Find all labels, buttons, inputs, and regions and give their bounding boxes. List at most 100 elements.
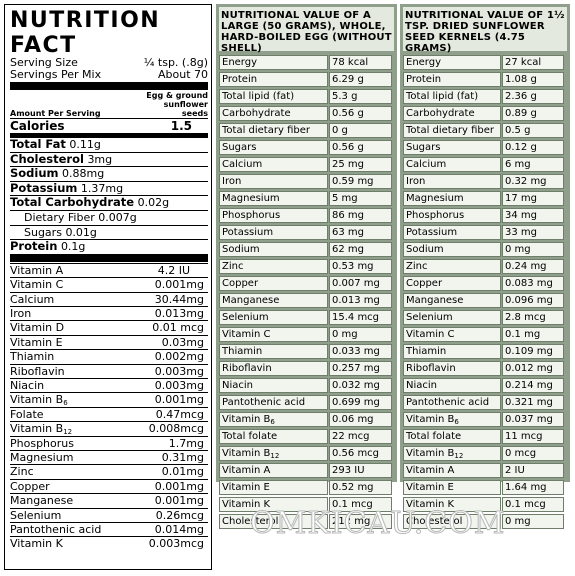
egg-row: Thiamin 0.033 mg [219, 344, 392, 359]
seed-row: Potassium 33 mg [403, 225, 564, 240]
egg-nutrient-name: Zinc [219, 259, 328, 274]
seed-nutrient-name: Vitamin B6 [403, 412, 501, 427]
seed-row: Manganese 0.096 mg [403, 293, 564, 308]
egg-nutrient-value: 0.007 mg [329, 276, 392, 291]
vitamin-row: Vitamin A 4.2 IU [10, 262, 208, 277]
seed-nutrient-value: 0.012 mg [502, 361, 564, 376]
egg-nutrient-label: Total folate [222, 431, 278, 442]
vitamin-row: Copper 0.001mg [10, 478, 208, 493]
egg-nutrient-label: Selenium [222, 312, 269, 323]
egg-nutrient-value: 62 mg [329, 242, 392, 257]
seed-nutrient-value: 0.89 g [502, 106, 564, 121]
egg-row: Carbohydrate 0.56 g [219, 106, 392, 121]
vitamin-name: Calcium [10, 292, 55, 306]
vitamin-name: Thiamin [10, 350, 55, 364]
seed-table-body: Energy 27 kcal Protein 1.08 g Total lipid (f… [403, 55, 564, 529]
vitamin-row: Phosphorus 1.7mg [10, 435, 208, 450]
vitamin-row: Calcium 30.44mg [10, 291, 208, 306]
seed-row: Vitamin B12 0 mcg [403, 446, 564, 461]
egg-nutrient-name: Total dietary fiber [219, 123, 328, 138]
egg-nutrient-label: Total lipid (fat) [222, 91, 295, 102]
egg-nutrient-label: Vitamin B [222, 414, 271, 425]
vitamin-value: 0.013mg [154, 306, 204, 320]
egg-nutrient-value: 6.29 g [329, 72, 392, 87]
nutrient-name: Sugars [24, 225, 62, 239]
seed-nutrient-label: Vitamin B [406, 414, 455, 425]
label-title-line1: NUTRITION [10, 8, 161, 33]
vitamin-row: Vitamin B12 0.008mcg [10, 421, 208, 437]
vitamin-row: Vitamin K 0.003mcg [10, 536, 208, 550]
egg-nutrient-name: Riboflavin [219, 361, 328, 376]
seed-row: Carbohydrate 0.89 g [403, 106, 564, 121]
vitamin-row: Iron 0.013mg [10, 305, 208, 320]
nutrient-value: 0.88mg [62, 167, 105, 181]
egg-nutrient-label: Potassium [222, 227, 274, 238]
egg-nutrient-value: 293 IU [329, 463, 392, 478]
seed-nutrient-name: Vitamin A [403, 463, 501, 478]
seed-nutrient-name: Niacin [403, 378, 501, 393]
egg-nutrient-label: Vitamin C [222, 329, 271, 340]
divider-thick [10, 82, 208, 90]
vitamin-subscript: 12 [63, 428, 73, 437]
vitamin-name-cell: Copper [10, 480, 50, 493]
seed-nutrient-label: Vitamin C [406, 329, 455, 340]
vitamin-value: 0.01mg [161, 465, 204, 479]
vitamin-name: Folate [10, 407, 44, 421]
egg-nutrient-name: Thiamin [219, 344, 328, 359]
seed-nutrient-label: Total lipid (fat) [406, 91, 479, 102]
vitamin-value: 0.001mg [154, 494, 204, 508]
vitamin-name: Iron [10, 306, 32, 320]
nutrient-name: Potassium [10, 180, 78, 195]
egg-row: Magnesium 5 mg [219, 191, 392, 206]
egg-nutrient-value: 15.4 mcg [329, 310, 392, 325]
divider-medium [10, 133, 208, 137]
vitamin-name: Vitamin A [10, 263, 64, 277]
seed-nutrient-name: Total lipid (fat) [403, 89, 501, 104]
seed-nutrient-name: Vitamin K [403, 497, 501, 512]
vitamin-value: 0.003mg [154, 364, 204, 378]
nutrient-value: 1.37mg [80, 181, 124, 195]
seed-nutrient-label: Vitamin K [406, 499, 455, 510]
nutrient-row: Sugars 0.01g [10, 224, 208, 240]
seed-row: Iron 0.32 mg [403, 174, 564, 189]
egg-nutrient-label: Sodium [222, 244, 260, 255]
egg-nutrient-name: Vitamin E [219, 480, 328, 495]
egg-nutrient-name: Niacin [219, 378, 328, 393]
column-header: Egg & ground sunflower seeds [146, 91, 208, 118]
seed-row: Cholesterol 0 mg [403, 514, 564, 529]
seed-row: Phosphorus 34 mg [403, 208, 564, 223]
egg-nutrient-value: 22 mcg [329, 429, 392, 444]
egg-nutrient-value: 5.3 g [329, 89, 392, 104]
egg-row: Calcium 25 mg [219, 157, 392, 172]
seed-nutrient-value: 1.08 g [502, 72, 564, 87]
egg-table-title: NUTRITIONAL VALUE OF A LARGE (50 GRAMS),… [219, 7, 394, 54]
seed-row: Thiamin 0.109 mg [403, 344, 564, 359]
seed-row: Vitamin K 0.1 mcg [403, 497, 564, 512]
seed-nutrient-value: 0.1 mcg [502, 497, 564, 512]
seed-nutrient-value: 2 IU [502, 463, 564, 478]
egg-nutrient-label: Niacin [222, 380, 254, 391]
egg-row: Vitamin E 0.52 mg [219, 480, 392, 495]
vitamin-name-cell: Manganese [10, 494, 73, 507]
egg-row: Iron 0.59 mg [219, 174, 392, 189]
egg-nutrient-name: Sodium [219, 242, 328, 257]
egg-nutrient-name: Vitamin K [219, 497, 328, 512]
vitamin-name-cell: Vitamin B12 [10, 422, 73, 437]
egg-nutrient-name: Iron [219, 174, 328, 189]
egg-nutrient-label: Zinc [222, 261, 244, 272]
egg-nutrient-value: 0.257 mg [329, 361, 392, 376]
egg-nutrient-value: 0.52 mg [329, 480, 392, 495]
egg-row: Vitamin B12 0.56 mcg [219, 446, 392, 461]
vitamin-name: Vitamin C [10, 278, 64, 292]
seed-row: Vitamin B6 0.037 mg [403, 412, 564, 427]
vitamin-value: 0.001mg [154, 393, 204, 407]
seed-nutrient-label: Manganese [406, 295, 464, 306]
nutrient-value: 0.1g [60, 240, 86, 254]
egg-row: Sugars 0.56 g [219, 140, 392, 155]
divider-thick [10, 253, 208, 262]
vitamin-name: Vitamin K [10, 537, 63, 551]
serving-size-row: Serving Size ¼ tsp. (.8g) [10, 57, 208, 69]
egg-nutrient-label: Sugars [222, 142, 257, 153]
vitamin-name: Vitamin B [10, 393, 64, 407]
seed-nutrient-name: Copper [403, 276, 501, 291]
